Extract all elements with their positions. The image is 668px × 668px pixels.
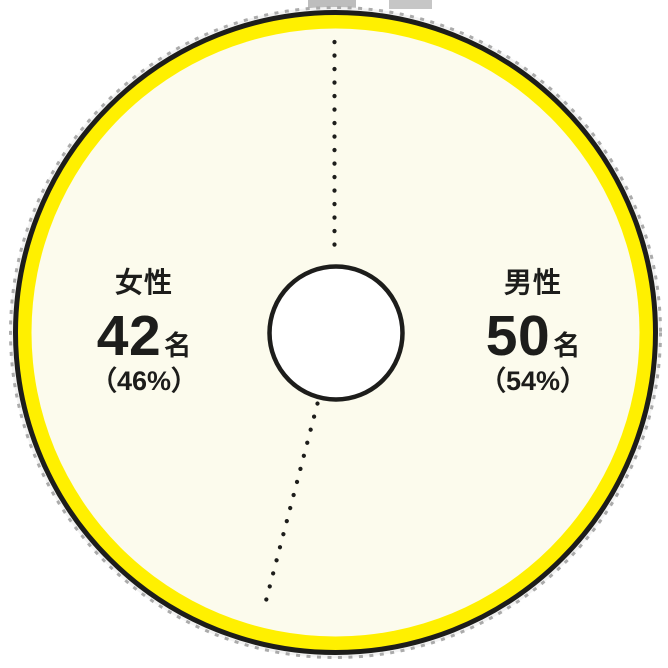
- divider-dotted-line-bottom-left: [262, 401, 320, 609]
- outer-dashed-artifact-ring: [9, 6, 662, 659]
- female-segment-labels: 女性 42 名 （46%）: [32, 269, 256, 395]
- male-percent: （54%）: [478, 366, 588, 396]
- donut-hole: [267, 264, 405, 402]
- female-label: 女性: [114, 267, 173, 298]
- female-count-row: 42 名: [32, 308, 256, 365]
- female-percent: （46%）: [89, 366, 199, 396]
- female-count-unit: 名: [164, 331, 192, 361]
- top-crop-artifact-right: [389, 0, 432, 9]
- male-count-row: 50 名: [421, 308, 645, 365]
- male-count: 50: [485, 304, 551, 368]
- male-count-unit: 名: [553, 331, 581, 361]
- top-crop-artifact-left: [308, 0, 356, 9]
- female-count: 42: [96, 304, 162, 368]
- male-segment-labels: 男性 50 名 （54%）: [421, 269, 645, 395]
- male-label: 男性: [503, 267, 562, 298]
